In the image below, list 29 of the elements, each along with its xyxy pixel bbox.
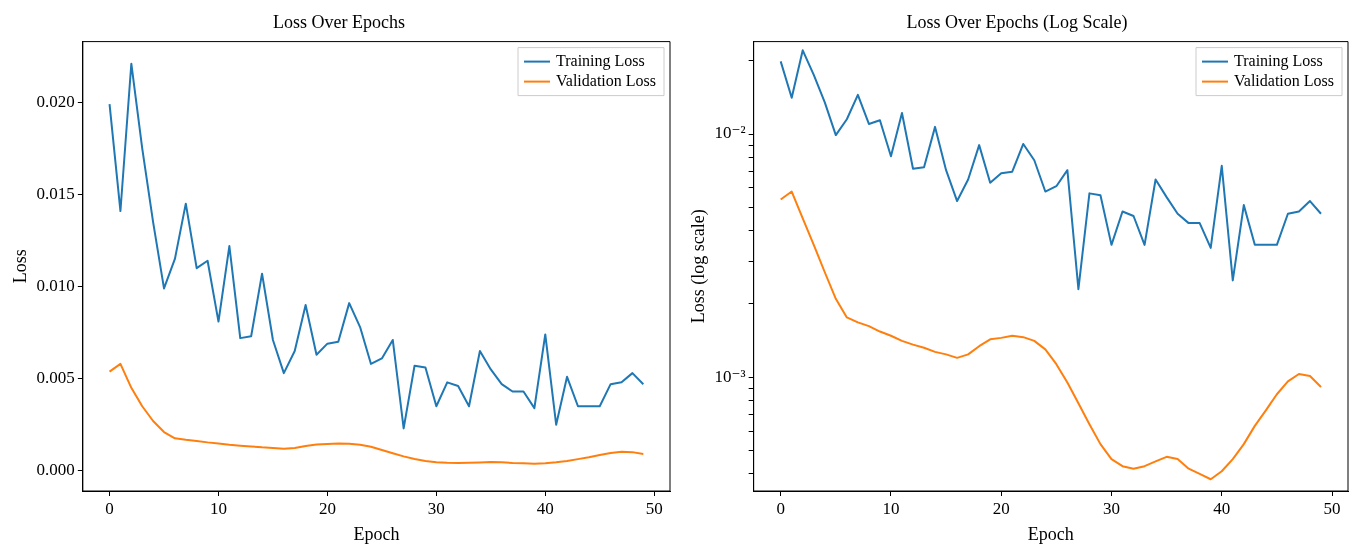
x-tick-label: 0 [105, 498, 114, 518]
y-tick-label: 0.015 [36, 183, 75, 203]
x-tick-label: 40 [536, 498, 554, 518]
y-tick-label: 0.000 [36, 460, 75, 480]
y-tick-label: 0.010 [36, 276, 75, 296]
chart-title: Loss Over Epochs [273, 11, 405, 32]
chart-title: Loss Over Epochs (Log Scale) [906, 11, 1128, 33]
legend-label: Training Loss [1234, 51, 1323, 70]
y-tick-label: 10⁻³ [714, 366, 746, 386]
y-tick-label: 0.005 [36, 368, 75, 388]
x-tick-label: 20 [318, 498, 336, 518]
y-axis-title: Loss [9, 249, 30, 284]
y-tick-label: 10⁻² [714, 123, 746, 143]
x-tick-label: 10 [882, 498, 900, 518]
x-tick-label: 30 [1102, 498, 1120, 518]
x-tick-label: 20 [992, 498, 1010, 518]
x-tick-label: 50 [645, 498, 663, 518]
x-tick-label: 40 [1213, 498, 1231, 518]
x-axis-title: Epoch [353, 523, 400, 544]
legend-label: Training Loss [556, 51, 645, 70]
x-tick-label: 10 [209, 498, 227, 518]
legend-label: Validation Loss [1234, 71, 1335, 89]
x-tick-label: 0 [776, 498, 785, 518]
y-tick-label: 0.020 [36, 91, 75, 111]
y-axis-title: Loss (log scale) [687, 209, 709, 324]
x-tick-label: 50 [1323, 498, 1341, 518]
x-axis-title: Epoch [1027, 523, 1074, 544]
legend-label: Validation Loss [556, 71, 657, 89]
x-tick-label: 30 [427, 498, 445, 518]
